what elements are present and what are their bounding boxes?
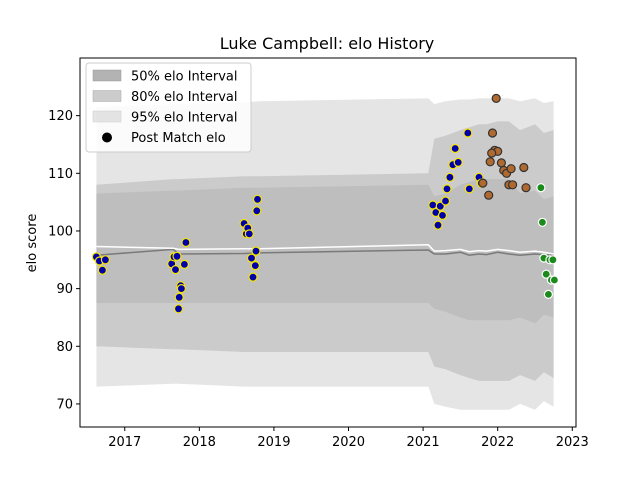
data-point: [548, 255, 558, 265]
legend-label: 50% elo Interval: [131, 70, 238, 85]
data-point: [174, 292, 184, 302]
data-point: [172, 251, 182, 261]
data-point: [252, 194, 263, 204]
data-point: [549, 275, 560, 285]
y-tick-label: 100: [48, 224, 73, 239]
data-point: [463, 128, 473, 138]
data-point: [453, 157, 463, 167]
data-point: [519, 162, 529, 173]
post-match-points: [91, 93, 560, 314]
data-point: [464, 184, 474, 194]
data-point: [176, 284, 186, 294]
x-tick-label: 2019: [257, 435, 290, 450]
data-point: [433, 220, 443, 230]
data-point: [252, 206, 262, 216]
data-point: [450, 143, 460, 154]
y-tick-label: 80: [56, 340, 73, 355]
y-tick-label: 70: [56, 397, 73, 412]
data-point: [487, 148, 497, 158]
x-tick-label: 2017: [108, 435, 141, 450]
data-point: [537, 217, 548, 227]
data-point: [487, 128, 498, 138]
data-point: [543, 289, 554, 299]
data-point: [244, 229, 254, 239]
data-point: [181, 237, 191, 248]
elo-lines: [96, 244, 554, 256]
y-tick-label: 90: [56, 282, 73, 297]
x-tick-label: 2023: [556, 435, 589, 450]
x-tick-label: 2020: [332, 435, 365, 450]
legend-swatch: [92, 110, 122, 123]
data-point: [507, 180, 518, 190]
data-point: [521, 183, 531, 193]
data-point: [496, 158, 506, 168]
data-point: [428, 200, 438, 210]
data-point: [250, 261, 260, 271]
legend-swatch: [92, 69, 122, 82]
y-axis: 70 80 90 100 110 120: [48, 109, 80, 412]
data-point: [491, 93, 501, 104]
data-point: [251, 246, 261, 256]
legend-label: 95% elo Interval: [131, 111, 238, 126]
data-point: [437, 210, 448, 220]
legend-marker: [102, 132, 112, 143]
y-tick-label: 110: [48, 167, 73, 182]
data-point: [485, 157, 495, 167]
mean-line: [96, 248, 554, 256]
legend-swatch: [92, 90, 122, 102]
data-point: [100, 255, 111, 265]
data-point: [484, 190, 494, 200]
median-line: [96, 244, 554, 255]
data-point: [536, 183, 546, 193]
data-point: [442, 184, 452, 194]
legend-label: Post Match elo: [131, 131, 226, 146]
data-point: [445, 172, 455, 182]
legend: 50% elo Interval 80% elo Interval 95% elo …: [85, 62, 252, 153]
data-point: [541, 269, 551, 279]
data-point: [179, 259, 189, 269]
data-point: [248, 272, 258, 282]
data-point: [97, 265, 108, 275]
x-tick-label: 2018: [183, 435, 216, 450]
x-tick-label: 2021: [407, 435, 440, 450]
data-point: [246, 253, 257, 263]
plot-frame: [79, 57, 577, 428]
data-point: [440, 196, 451, 206]
band-95: [96, 98, 554, 410]
y-tick-label: 120: [48, 109, 73, 124]
data-point: [478, 178, 488, 188]
chart-title: Luke Campbell: elo History: [220, 34, 435, 53]
x-tick-label: 2022: [481, 435, 514, 450]
legend-frame: [85, 62, 252, 153]
data-point: [173, 304, 184, 314]
x-axis: 2017 2018 2019 2020 2021 2022 2023: [108, 427, 589, 450]
legend-label: 80% elo Interval: [131, 90, 238, 105]
data-point: [170, 265, 181, 275]
data-point: [506, 164, 516, 174]
y-axis-label: elo score: [25, 214, 40, 273]
